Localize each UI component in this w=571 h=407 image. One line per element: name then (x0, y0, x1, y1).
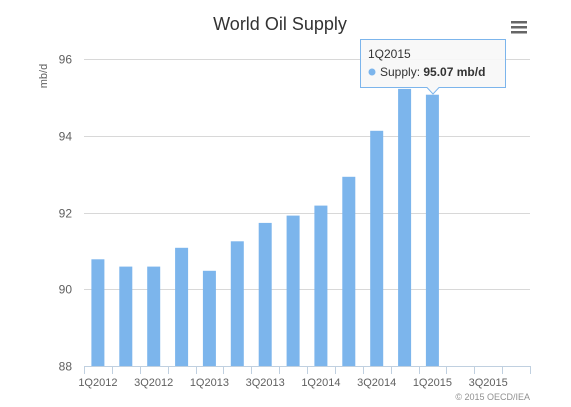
bar-2Q2013[interactable] (230, 241, 244, 366)
menu-button[interactable] (508, 18, 530, 38)
tooltip-box (360, 39, 506, 95)
y-tick-label: 90 (59, 283, 73, 297)
y-tick-label: 88 (59, 360, 73, 374)
tooltip-series-name: Supply (380, 65, 417, 79)
x-tick-label: 3Q2014 (357, 377, 396, 389)
menu-icon-bar (511, 26, 527, 29)
tooltip-series-line: Supply: 95.07 mb/d (380, 65, 485, 79)
chart-title: World Oil Supply (213, 14, 347, 34)
bar-1Q2012[interactable] (91, 259, 105, 366)
x-tick-label: 1Q2015 (413, 377, 452, 389)
bar-3Q2012[interactable] (147, 266, 161, 366)
bar-1Q2013[interactable] (202, 270, 216, 366)
x-tick-label: 3Q2013 (246, 377, 285, 389)
bar-3Q2014[interactable] (370, 130, 384, 366)
y-tick-label: 96 (59, 53, 73, 67)
tooltip-value: 95.07 mb/d (423, 65, 485, 79)
tooltip: 1Q2015 Supply: 95.07 mb/d (360, 39, 506, 95)
tooltip-separator: : (417, 65, 424, 79)
bar-4Q2012[interactable] (175, 247, 189, 366)
x-tick-label: 3Q2015 (469, 377, 508, 389)
gridlines (84, 59, 530, 290)
credit-text[interactable]: © 2015 OECD/IEA (455, 392, 530, 402)
hamburger-menu-icon (511, 21, 527, 24)
x-tick-label: 1Q2012 (78, 377, 117, 389)
bar-2Q2014[interactable] (342, 176, 356, 366)
menu-icon-bar (511, 31, 527, 34)
x-tick-label: 3Q2012 (134, 377, 173, 389)
x-tick-label: 1Q2014 (301, 377, 340, 389)
tooltip-series-marker (368, 68, 376, 76)
bar-2Q2012[interactable] (119, 266, 133, 366)
bar-4Q2013[interactable] (286, 215, 300, 366)
x-axis-ticks: 1Q2012 3Q2012 1Q2013 3Q2013 1Q2014 3Q2014 1Q20… (78, 366, 531, 389)
y-axis-ticks: 88 90 92 94 96 (59, 53, 73, 374)
tooltip-header: 1Q2015 (368, 47, 411, 61)
y-axis-label: mb/d (38, 64, 50, 88)
bars (91, 88, 439, 367)
bar-1Q2014[interactable] (314, 205, 328, 366)
y-tick-label: 94 (59, 130, 73, 144)
bar-3Q2013[interactable] (258, 222, 272, 366)
y-tick-label: 92 (59, 207, 73, 221)
x-tick-label: 1Q2013 (190, 377, 229, 389)
bar-1Q2015[interactable] (425, 94, 439, 366)
bar-4Q2014[interactable] (398, 88, 412, 367)
